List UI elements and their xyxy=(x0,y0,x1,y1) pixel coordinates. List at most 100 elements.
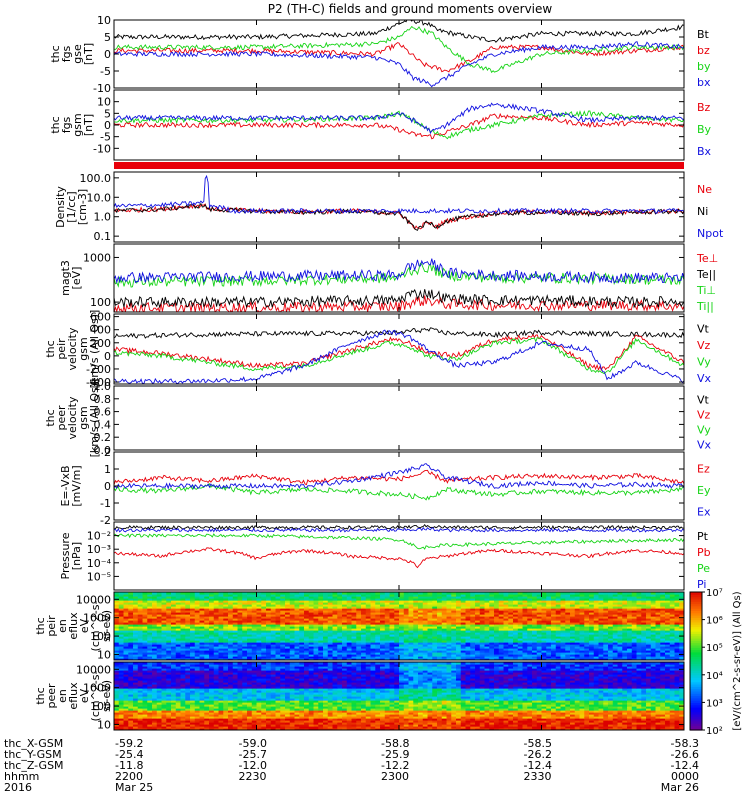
heatmap-cell xyxy=(142,592,148,595)
heatmap-cell xyxy=(346,610,353,613)
heatmap-cell xyxy=(541,624,547,627)
heatmap-cell xyxy=(646,728,652,730)
heatmap-cell xyxy=(660,646,666,649)
heatmap-cell xyxy=(484,656,490,659)
heatmap-cell xyxy=(422,594,429,597)
heatmap-cell xyxy=(337,654,343,657)
heatmap-cell xyxy=(166,618,172,621)
heatmap-cell xyxy=(156,604,163,607)
heatmap-cell xyxy=(669,600,676,603)
heatmap-cell xyxy=(128,624,134,627)
heatmap-cell xyxy=(470,724,476,727)
heatmap-cell xyxy=(593,614,600,617)
heatmap-cell xyxy=(365,640,372,643)
heatmap-cell xyxy=(289,624,296,627)
heatmap-cell xyxy=(560,634,566,637)
heatmap-cell xyxy=(484,610,490,613)
heatmap-cell xyxy=(555,598,562,601)
heatmap-cell xyxy=(123,638,129,641)
heatmap-cell xyxy=(503,594,509,597)
heatmap-cell xyxy=(636,628,642,631)
legend-fgs-bz: bz xyxy=(697,44,710,57)
heatmap-cell xyxy=(380,640,386,643)
heatmap-cell xyxy=(137,720,144,723)
heatmap-cell xyxy=(133,596,139,599)
heatmap-cell xyxy=(342,722,348,725)
heatmap-cell xyxy=(251,608,258,611)
heatmap-cell xyxy=(522,630,528,633)
heatmap-cell xyxy=(270,644,277,647)
ytick-label-efield: 0 xyxy=(104,480,111,493)
heatmap-cell xyxy=(427,724,433,727)
heatmap-cell xyxy=(337,648,343,651)
heatmap-cell xyxy=(280,612,286,615)
heatmap-cell xyxy=(598,644,604,647)
heatmap-cell xyxy=(323,630,329,633)
heatmap-cell xyxy=(261,728,267,730)
heatmap-cell xyxy=(270,648,277,651)
heatmap-cell xyxy=(475,636,481,639)
heatmap-cell xyxy=(570,638,576,641)
heatmap-cell xyxy=(536,614,543,617)
heatmap-cell xyxy=(570,724,576,727)
heatmap-cell xyxy=(422,720,429,723)
heatmap-cell xyxy=(456,658,462,660)
heatmap-cell xyxy=(446,624,452,627)
heatmap-cell xyxy=(522,596,528,599)
heatmap-cell xyxy=(142,658,148,660)
heatmap-cell xyxy=(536,638,543,641)
heatmap-cell xyxy=(156,640,163,643)
heatmap-cell xyxy=(451,626,457,629)
heatmap-cell xyxy=(513,616,519,619)
heatmap-cell xyxy=(199,624,205,627)
heatmap-cell xyxy=(232,608,239,611)
heatmap-cell xyxy=(555,594,562,597)
heatmap-cell xyxy=(403,602,410,605)
heatmap-cell xyxy=(446,722,452,725)
heatmap-cell xyxy=(128,630,134,633)
heatmap-cell xyxy=(133,624,139,627)
heatmap-cell xyxy=(627,600,633,603)
heatmap-cell xyxy=(223,644,229,647)
heatmap-cell xyxy=(451,628,457,631)
heatmap-cell xyxy=(522,594,528,597)
heatmap-cell xyxy=(323,640,329,643)
heatmap-cell xyxy=(475,728,481,730)
heatmap-cell xyxy=(508,596,514,599)
heatmap-cell xyxy=(589,722,595,725)
ylabel-line: velocity xyxy=(66,327,79,370)
heatmap-cell xyxy=(346,602,353,605)
heatmap-cell xyxy=(114,638,120,641)
heatmap-cell xyxy=(114,602,120,605)
heatmap-cell xyxy=(171,618,177,621)
heatmap-cell xyxy=(555,596,562,599)
heatmap-cell xyxy=(513,594,519,597)
heatmap-cell xyxy=(275,656,281,659)
heatmap-cell xyxy=(161,656,167,659)
heatmap-cell xyxy=(128,612,134,615)
heatmap-cell xyxy=(228,624,234,627)
heatmap-cell xyxy=(247,600,253,603)
heatmap-cell xyxy=(665,598,671,601)
heatmap-cell xyxy=(617,640,623,643)
heatmap-cell xyxy=(532,634,538,637)
heatmap-cell xyxy=(641,634,647,637)
ytick-label-peir_velocity: 0 xyxy=(104,350,111,363)
heatmap-cell xyxy=(598,620,604,623)
heatmap-cell xyxy=(527,620,533,623)
heatmap-cell xyxy=(180,592,186,595)
heatmap-cell xyxy=(199,610,205,613)
heatmap-cell xyxy=(323,602,329,605)
heatmap-cell xyxy=(137,606,144,609)
heatmap-cell xyxy=(399,626,405,629)
heatmap-cell xyxy=(527,592,533,595)
heatmap-cell xyxy=(133,620,139,623)
heatmap-cell xyxy=(646,648,652,651)
heatmap-cell xyxy=(646,626,652,629)
heatmap-cell xyxy=(508,606,514,609)
heatmap-cell xyxy=(337,724,343,727)
heatmap-cell xyxy=(579,648,585,651)
heatmap-cell xyxy=(232,632,239,635)
heatmap-cell xyxy=(413,646,419,649)
heatmap-cell xyxy=(470,728,476,730)
